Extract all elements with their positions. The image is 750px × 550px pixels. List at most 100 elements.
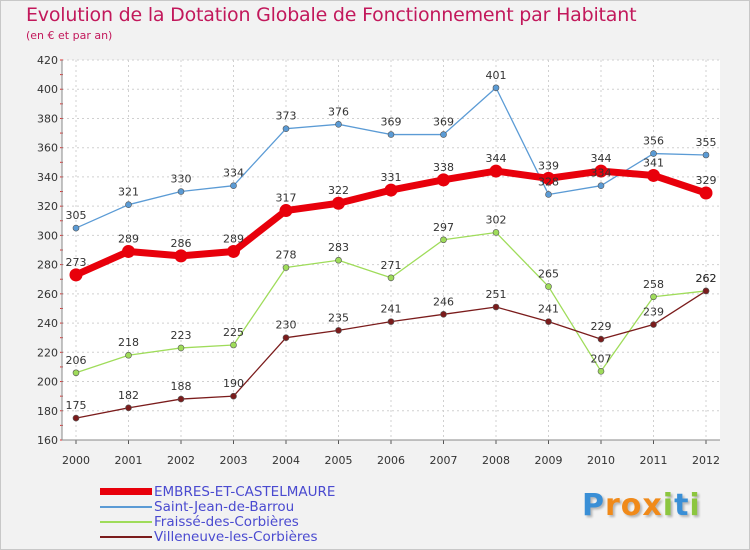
data-label: 369 (433, 116, 454, 129)
data-label: 334 (223, 167, 244, 180)
data-label: 339 (538, 159, 559, 172)
chart-legend: EMBRES-ET-CASTELMAURE Saint-Jean-de-Barro… (100, 483, 336, 545)
data-label: 230 (276, 319, 297, 332)
data-point (597, 335, 605, 343)
legend-swatch (100, 505, 152, 508)
data-point (492, 303, 500, 311)
data-point (69, 268, 83, 282)
legend-label: Saint-Jean-de-Barrou (154, 498, 295, 515)
data-point (650, 293, 657, 301)
data-label: 175 (66, 399, 87, 412)
data-label: 322 (328, 184, 349, 197)
data-point (282, 125, 290, 132)
legend-label: EMBRES-ET-CASTELMAURE (154, 483, 336, 500)
data-point (177, 188, 185, 195)
data-point (597, 182, 605, 189)
x-tick-label: 2005 (325, 454, 353, 467)
data-label: 286 (171, 237, 192, 250)
data-point (174, 249, 188, 263)
data-label: 328 (538, 175, 559, 188)
data-label: 305 (66, 209, 87, 222)
data-point (699, 186, 713, 200)
y-tick-label: 180 (37, 405, 58, 418)
chart-title: Evolution de la Dotation Globale de Fonc… (26, 4, 637, 26)
y-tick-label: 280 (37, 259, 58, 272)
data-label: 334 (591, 167, 612, 180)
data-point (597, 368, 605, 375)
data-point (230, 392, 237, 400)
data-point (72, 414, 80, 422)
data-label: 271 (381, 259, 402, 272)
data-point (492, 229, 500, 236)
data-label: 265 (538, 268, 559, 281)
data-point (545, 318, 552, 325)
legend-swatch (100, 520, 152, 523)
x-tick-label: 2008 (482, 454, 510, 467)
data-label: 344 (591, 152, 612, 165)
logo-letter: x (642, 488, 663, 523)
y-tick-label: 260 (37, 288, 58, 301)
data-point (72, 224, 80, 232)
x-tick-label: 2004 (272, 454, 300, 467)
data-point (332, 196, 345, 210)
y-tick-label: 320 (37, 200, 58, 213)
x-tick-label: 2011 (640, 454, 668, 467)
data-label: 190 (223, 377, 244, 390)
y-tick-label: 420 (37, 54, 58, 67)
data-label: 331 (381, 171, 402, 184)
data-point (440, 236, 447, 244)
data-point (440, 311, 447, 318)
data-point (647, 168, 660, 182)
data-point (437, 173, 450, 187)
data-point (594, 164, 608, 178)
y-tick-label: 200 (37, 376, 58, 389)
proxiti-logo: Proxiti (582, 488, 701, 523)
data-point (387, 318, 395, 325)
legend-item: Saint-Jean-de-Barrou (100, 498, 335, 515)
logo-letter: P (582, 488, 605, 523)
data-label: 376 (328, 105, 349, 118)
data-label: 338 (433, 161, 454, 174)
x-tick-label: 2012 (692, 454, 720, 467)
data-point (335, 256, 342, 264)
data-point (542, 171, 555, 185)
data-point (122, 244, 135, 258)
logo-letter: o (620, 488, 643, 523)
legend-item: Fraissé-des-Corbières (100, 513, 335, 530)
data-label: 206 (66, 354, 87, 367)
data-point (335, 327, 342, 334)
data-point (125, 404, 132, 412)
data-label: 302 (486, 213, 507, 226)
legend-swatch (100, 535, 152, 538)
data-label: 246 (433, 295, 454, 308)
x-tick-label: 2001 (115, 454, 143, 467)
data-point (177, 344, 185, 352)
x-tick-label: 2003 (220, 454, 248, 467)
x-tick-label: 2006 (377, 454, 405, 467)
data-point (227, 244, 240, 258)
y-tick-label: 400 (37, 83, 58, 96)
data-point (125, 351, 132, 359)
data-label: 182 (118, 389, 139, 402)
data-label: 258 (643, 278, 664, 291)
data-label: 188 (171, 380, 192, 393)
data-point (282, 264, 290, 271)
legend-label: Fraissé-des-Corbières (154, 513, 299, 530)
y-tick-label: 360 (37, 142, 58, 155)
data-point (702, 287, 710, 295)
data-label: 229 (591, 320, 612, 333)
data-label: 278 (276, 249, 297, 262)
data-point (177, 395, 185, 403)
y-tick-label: 240 (37, 317, 58, 330)
data-label: 241 (538, 303, 559, 316)
data-point (335, 121, 342, 128)
data-label: 262 (696, 272, 717, 285)
data-label: 223 (171, 329, 192, 342)
data-label: 321 (118, 186, 139, 199)
data-label: 241 (381, 303, 402, 316)
data-label: 289 (118, 232, 139, 245)
data-point (650, 321, 657, 328)
data-label: 218 (118, 336, 139, 349)
y-tick-label: 160 (37, 434, 58, 447)
